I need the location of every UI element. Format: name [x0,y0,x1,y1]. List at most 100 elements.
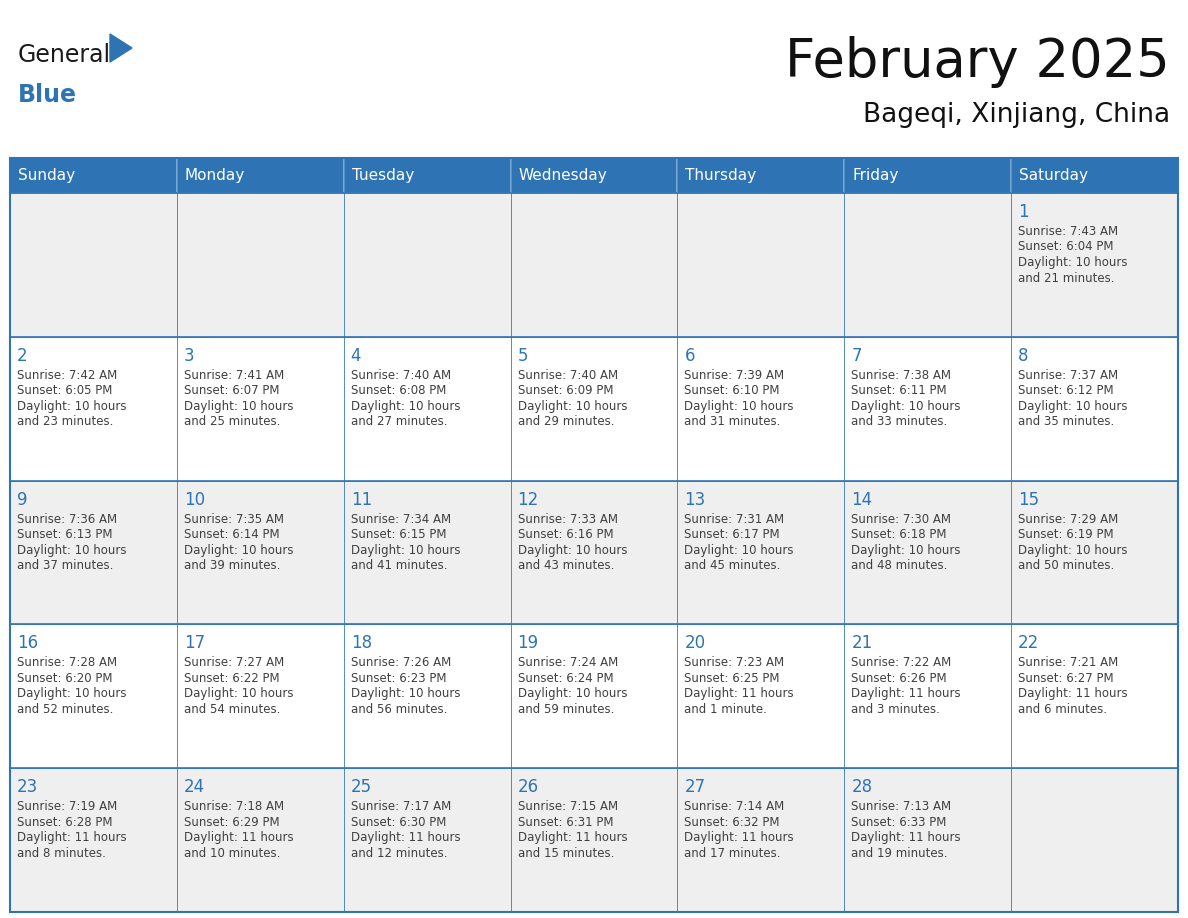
Text: and 23 minutes.: and 23 minutes. [17,415,113,429]
Text: 20: 20 [684,634,706,653]
Text: Daylight: 10 hours: Daylight: 10 hours [852,400,961,413]
Text: Sunset: 6:22 PM: Sunset: 6:22 PM [184,672,279,685]
Text: Bageqi, Xinjiang, China: Bageqi, Xinjiang, China [862,102,1170,128]
Text: 19: 19 [518,634,538,653]
Text: and 31 minutes.: and 31 minutes. [684,415,781,429]
Text: Sunrise: 7:22 AM: Sunrise: 7:22 AM [852,656,952,669]
Bar [10,158,177,193]
Text: Sunrise: 7:13 AM: Sunrise: 7:13 AM [852,800,952,813]
Bar [845,481,1011,624]
Text: Sunset: 6:31 PM: Sunset: 6:31 PM [518,816,613,829]
Text: Daylight: 10 hours: Daylight: 10 hours [852,543,961,556]
Text: Sunset: 6:09 PM: Sunset: 6:09 PM [518,385,613,397]
Text: Daylight: 11 hours: Daylight: 11 hours [518,831,627,845]
Text: 15: 15 [1018,490,1040,509]
Text: Sunset: 6:13 PM: Sunset: 6:13 PM [17,528,113,541]
Text: February 2025: February 2025 [785,36,1170,88]
Text: and 25 minutes.: and 25 minutes. [184,415,280,429]
Bar [845,624,1011,768]
Bar [677,624,845,768]
Text: and 54 minutes.: and 54 minutes. [184,703,280,716]
Bar [1011,481,1178,624]
Text: Daylight: 10 hours: Daylight: 10 hours [17,400,126,413]
Bar [177,768,343,912]
Text: Sunrise: 7:35 AM: Sunrise: 7:35 AM [184,512,284,526]
Text: Sunset: 6:08 PM: Sunset: 6:08 PM [350,385,446,397]
Text: Sunrise: 7:21 AM: Sunrise: 7:21 AM [1018,656,1118,669]
Text: Sunset: 6:23 PM: Sunset: 6:23 PM [350,672,447,685]
Polygon shape [110,34,132,62]
Bar [10,337,177,481]
Text: Sunrise: 7:28 AM: Sunrise: 7:28 AM [17,656,118,669]
Text: Tuesday: Tuesday [352,168,413,183]
Text: and 41 minutes.: and 41 minutes. [350,559,447,572]
Bar [177,337,343,481]
Text: Sunrise: 7:31 AM: Sunrise: 7:31 AM [684,512,784,526]
Text: and 48 minutes.: and 48 minutes. [852,559,948,572]
Text: 8: 8 [1018,347,1029,364]
Text: and 21 minutes.: and 21 minutes. [1018,272,1114,285]
Bar [511,337,677,481]
Text: and 35 minutes.: and 35 minutes. [1018,415,1114,429]
Text: Sunrise: 7:41 AM: Sunrise: 7:41 AM [184,369,284,382]
Text: Wednesday: Wednesday [519,168,607,183]
Text: 21: 21 [852,634,872,653]
Text: 27: 27 [684,778,706,796]
Text: 10: 10 [184,490,206,509]
Bar [677,481,845,624]
Text: Daylight: 10 hours: Daylight: 10 hours [1018,256,1127,269]
Bar [343,624,511,768]
Text: Daylight: 10 hours: Daylight: 10 hours [17,688,126,700]
Text: 11: 11 [350,490,372,509]
Bar [1011,624,1178,768]
Bar [511,193,677,337]
Bar [343,481,511,624]
Text: Sunset: 6:14 PM: Sunset: 6:14 PM [184,528,279,541]
Text: and 39 minutes.: and 39 minutes. [184,559,280,572]
Text: Sunset: 6:15 PM: Sunset: 6:15 PM [350,528,447,541]
Text: Thursday: Thursday [685,168,757,183]
Bar [177,158,343,193]
Text: Daylight: 11 hours: Daylight: 11 hours [350,831,460,845]
Text: Sunset: 6:12 PM: Sunset: 6:12 PM [1018,385,1114,397]
Text: Daylight: 10 hours: Daylight: 10 hours [518,400,627,413]
Text: 2: 2 [17,347,27,364]
Bar [10,768,177,912]
Text: and 29 minutes.: and 29 minutes. [518,415,614,429]
Text: 26: 26 [518,778,538,796]
Bar [177,193,343,337]
Text: Sunrise: 7:43 AM: Sunrise: 7:43 AM [1018,225,1118,238]
Text: and 45 minutes.: and 45 minutes. [684,559,781,572]
Text: Sunset: 6:07 PM: Sunset: 6:07 PM [184,385,279,397]
Text: Daylight: 10 hours: Daylight: 10 hours [350,400,460,413]
Bar [677,768,845,912]
Text: and 50 minutes.: and 50 minutes. [1018,559,1114,572]
Bar [10,624,177,768]
Text: Friday: Friday [852,168,898,183]
Text: 22: 22 [1018,634,1040,653]
Bar [343,768,511,912]
Text: Sunset: 6:32 PM: Sunset: 6:32 PM [684,816,781,829]
Text: and 59 minutes.: and 59 minutes. [518,703,614,716]
Text: Sunrise: 7:14 AM: Sunrise: 7:14 AM [684,800,785,813]
Text: Sunrise: 7:40 AM: Sunrise: 7:40 AM [518,369,618,382]
Text: Sunrise: 7:33 AM: Sunrise: 7:33 AM [518,512,618,526]
Bar [511,158,677,193]
Bar [845,768,1011,912]
Text: Blue: Blue [18,83,77,107]
Text: 16: 16 [17,634,38,653]
Text: Daylight: 10 hours: Daylight: 10 hours [518,688,627,700]
Text: and 17 minutes.: and 17 minutes. [684,846,781,859]
Bar [677,193,845,337]
Bar [845,193,1011,337]
Text: Sunrise: 7:40 AM: Sunrise: 7:40 AM [350,369,450,382]
Text: Daylight: 10 hours: Daylight: 10 hours [184,400,293,413]
Text: 7: 7 [852,347,861,364]
Text: Daylight: 10 hours: Daylight: 10 hours [184,543,293,556]
Text: and 8 minutes.: and 8 minutes. [17,846,106,859]
Text: Sunrise: 7:26 AM: Sunrise: 7:26 AM [350,656,451,669]
Bar [177,481,343,624]
Text: Sunset: 6:30 PM: Sunset: 6:30 PM [350,816,446,829]
Text: 9: 9 [17,490,27,509]
Text: 28: 28 [852,778,872,796]
